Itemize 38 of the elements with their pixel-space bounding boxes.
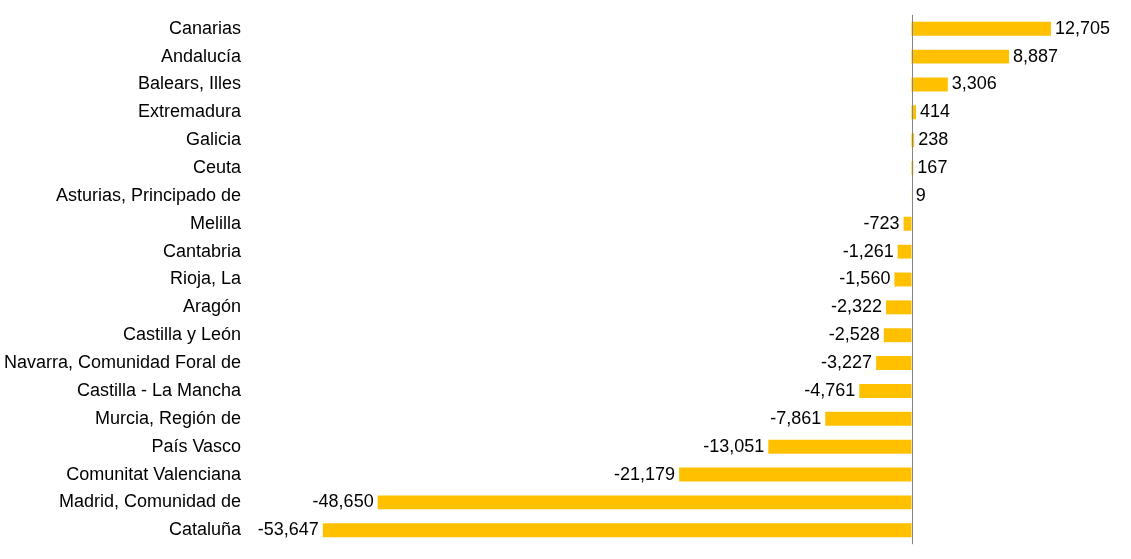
y-tick-label: País Vasco <box>151 435 242 456</box>
data-label: 8,887 <box>1013 45 1059 66</box>
data-label: -723 <box>863 212 900 233</box>
data-label: -7,861 <box>770 407 822 428</box>
data-label: -1,560 <box>839 268 891 289</box>
y-tick-label: Galicia <box>186 129 243 150</box>
y-tick-label: Cataluña <box>169 519 243 540</box>
y-tick-label: Murcia, Región de <box>95 407 242 428</box>
data-label: 12,705 <box>1054 17 1111 38</box>
y-tick-label: Balears, Illes <box>138 73 242 94</box>
y-tick-label: Asturias, Principado de <box>56 184 242 205</box>
data-label: 3,306 <box>951 73 997 94</box>
y-tick-label: Aragón <box>183 296 242 317</box>
y-tick-label: Cantabria <box>163 240 243 261</box>
y-tick-label: Ceuta <box>193 157 243 178</box>
data-label: 9 <box>915 184 926 205</box>
data-label: 414 <box>920 101 951 122</box>
y-tick-label: Castilla - La Mancha <box>77 379 243 400</box>
data-label: 238 <box>918 129 949 150</box>
y-tick-label: Andalucía <box>161 45 243 66</box>
data-label: -53,647 <box>257 519 319 540</box>
y-tick-label: Navarra, Comunidad Foral de <box>3 352 242 373</box>
y-tick-label: Comunitat Valenciana <box>66 463 243 484</box>
y-tick-label: Madrid, Comunidad de <box>59 491 242 512</box>
y-tick-label: Extremadura <box>138 101 243 122</box>
y-tick-label: Melilla <box>190 212 243 233</box>
data-label: -3,227 <box>821 352 873 373</box>
data-label: 167 <box>917 157 948 178</box>
data-label: -2,528 <box>828 324 880 345</box>
y-tick-label: Canarias <box>169 17 242 38</box>
data-label: -4,761 <box>804 379 856 400</box>
data-label: -21,179 <box>614 463 676 484</box>
data-label: -2,322 <box>831 296 883 317</box>
data-label: -1,261 <box>842 240 894 261</box>
y-tick-label: Rioja, La <box>170 268 243 289</box>
data-label: -48,650 <box>312 491 374 512</box>
y-tick-label: Castilla y León <box>123 324 242 345</box>
data-label: -13,051 <box>703 435 765 456</box>
